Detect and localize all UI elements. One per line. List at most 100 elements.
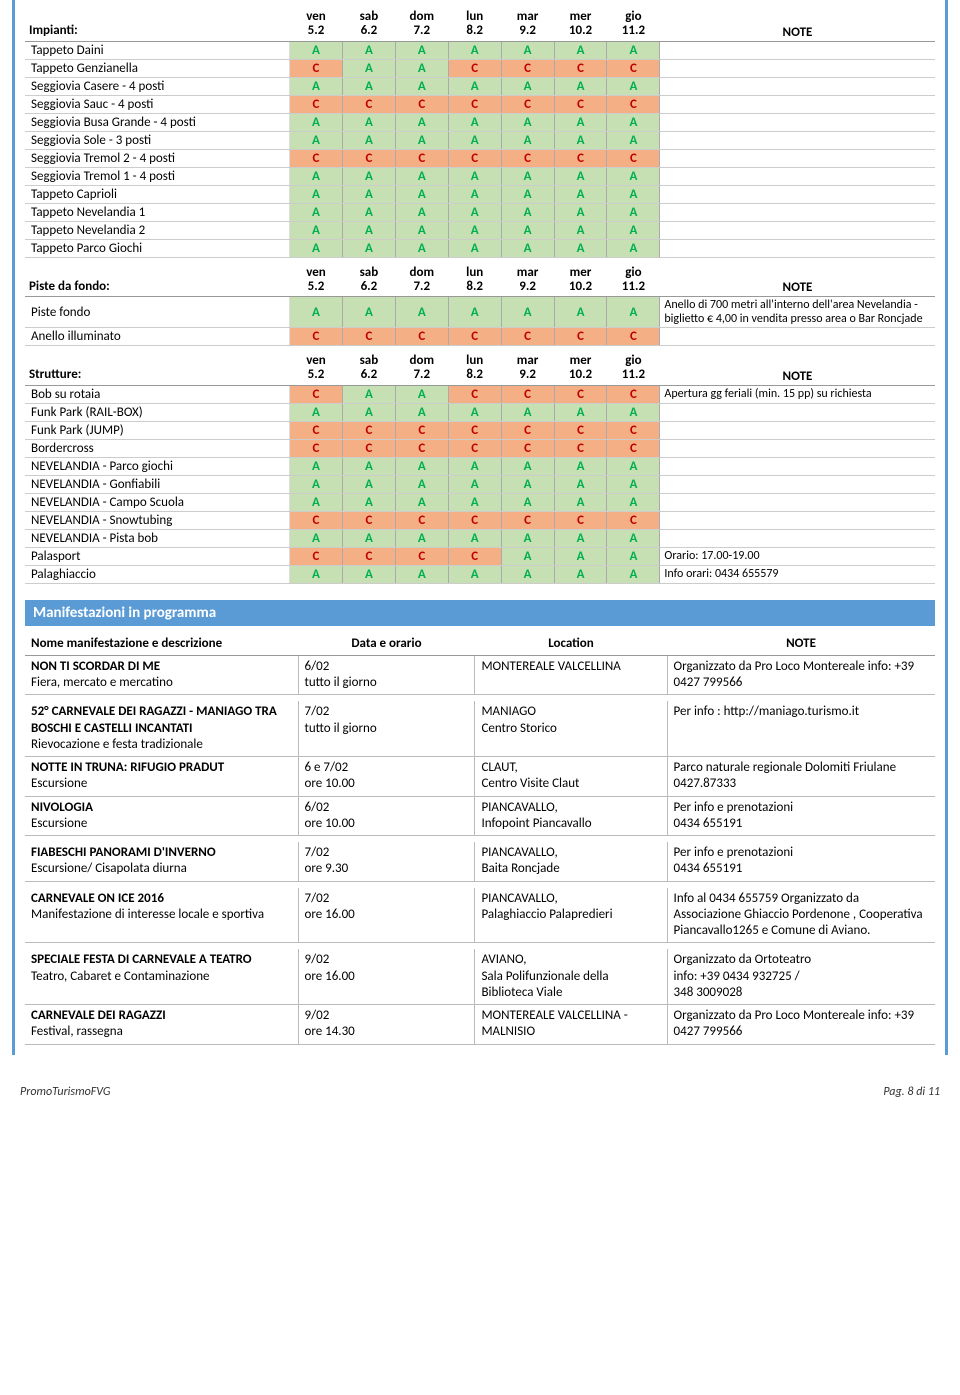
- status-cell: A: [501, 529, 554, 547]
- event-row: NOTTE IN TRUNA: RIFUGIO PRADUTEscursione…: [25, 757, 935, 797]
- status-cell: A: [554, 457, 607, 475]
- status-cell: A: [342, 403, 395, 421]
- event-note: Per info : http://maniago.turismo.it: [667, 701, 935, 756]
- event-note: Per info e prenotazioni0434 655191: [667, 796, 935, 836]
- event-date: 7/02ore 16.00: [298, 888, 475, 943]
- schedule-table: Piste da fondo:ven5.2sab6.2dom7.2lun8.2m…: [25, 264, 935, 347]
- status-cell: A: [501, 457, 554, 475]
- status-cell: C: [290, 547, 343, 565]
- status-cell: A: [501, 167, 554, 185]
- status-cell: C: [448, 59, 501, 77]
- event-date: 7/02tutto il giorno: [298, 701, 475, 756]
- status-cell: A: [395, 113, 448, 131]
- status-cell: A: [501, 475, 554, 493]
- schedule-table: Impianti:ven5.2sab6.2dom7.2lun8.2mar9.2m…: [25, 8, 935, 258]
- event-name: NIVOLOGIAEscursione: [25, 796, 298, 836]
- status-cell: A: [395, 221, 448, 239]
- status-cell: A: [554, 529, 607, 547]
- event-note: Organizzato da Ortoteatroinfo: +39 0434 …: [667, 949, 935, 1004]
- status-cell: A: [607, 529, 660, 547]
- status-cell: A: [342, 297, 395, 328]
- status-cell: A: [501, 41, 554, 59]
- row-name: Piste fondo: [25, 297, 290, 328]
- table-row: NEVELANDIA - Pista bobAAAAAAA: [25, 529, 935, 547]
- status-cell: A: [501, 113, 554, 131]
- table-row: Funk Park (JUMP)CCCCCCC: [25, 421, 935, 439]
- event-note: Organizzato da Pro Loco Montereale info:…: [667, 1005, 935, 1045]
- status-cell: A: [554, 203, 607, 221]
- row-name: Seggiovia Busa Grande - 4 posti: [25, 113, 290, 131]
- status-cell: A: [290, 297, 343, 328]
- row-name: Funk Park (JUMP): [25, 421, 290, 439]
- table-row: Seggiovia Sole - 3 postiAAAAAAA: [25, 131, 935, 149]
- event-row: CARNEVALE DEI RAGAZZIFestival, rassegna …: [25, 1005, 935, 1045]
- note-cell: [660, 41, 935, 59]
- status-cell: A: [395, 403, 448, 421]
- status-cell: A: [290, 493, 343, 511]
- status-cell: A: [554, 77, 607, 95]
- status-cell: A: [501, 203, 554, 221]
- schedule-table: Strutture:ven5.2sab6.2dom7.2lun8.2mar9.2…: [25, 352, 935, 584]
- table-row: Tappeto DainiAAAAAAA: [25, 41, 935, 59]
- table-row: Tappeto CaprioliAAAAAAA: [25, 185, 935, 203]
- status-cell: A: [448, 185, 501, 203]
- status-cell: C: [501, 511, 554, 529]
- status-cell: A: [607, 475, 660, 493]
- note-cell: [660, 59, 935, 77]
- row-name: Seggiovia Casere - 4 posti: [25, 77, 290, 95]
- status-cell: A: [501, 221, 554, 239]
- status-cell: A: [395, 565, 448, 583]
- note-cell: Info orari: 0434 655579: [660, 565, 935, 583]
- status-cell: C: [501, 439, 554, 457]
- table-row: Seggiovia Tremol 2 - 4 postiCCCCCCC: [25, 149, 935, 167]
- note-cell: [660, 457, 935, 475]
- status-cell: A: [395, 59, 448, 77]
- status-cell: A: [395, 493, 448, 511]
- status-cell: C: [290, 421, 343, 439]
- status-cell: A: [290, 167, 343, 185]
- note-cell: [660, 131, 935, 149]
- status-cell: A: [607, 113, 660, 131]
- status-cell: C: [554, 328, 607, 346]
- status-cell: C: [607, 511, 660, 529]
- table-row: Tappeto GenzianellaCAACCCC: [25, 59, 935, 77]
- status-cell: A: [342, 113, 395, 131]
- note-cell: [660, 185, 935, 203]
- event-location: CLAUT,Centro Visite Claut: [475, 757, 667, 797]
- event-name: NOTTE IN TRUNA: RIFUGIO PRADUTEscursione: [25, 757, 298, 797]
- status-cell: A: [342, 385, 395, 403]
- row-name: Seggiovia Tremol 2 - 4 posti: [25, 149, 290, 167]
- event-note: Per info e prenotazioni0434 655191: [667, 842, 935, 881]
- status-cell: A: [395, 185, 448, 203]
- status-cell: A: [448, 529, 501, 547]
- status-cell: C: [290, 328, 343, 346]
- status-cell: A: [448, 475, 501, 493]
- status-cell: C: [395, 421, 448, 439]
- status-cell: A: [342, 167, 395, 185]
- row-name: NEVELANDIA - Gonfiabili: [25, 475, 290, 493]
- status-cell: A: [607, 167, 660, 185]
- status-cell: C: [554, 59, 607, 77]
- status-cell: A: [290, 131, 343, 149]
- status-cell: C: [448, 511, 501, 529]
- status-cell: C: [395, 95, 448, 113]
- row-name: Tappeto Genzianella: [25, 59, 290, 77]
- status-cell: A: [554, 547, 607, 565]
- event-location: MONTEREALE VALCELLINA - MALNISIO: [475, 1005, 667, 1045]
- event-location: PIANCAVALLO,Baita Roncjade: [475, 842, 667, 881]
- status-cell: A: [607, 457, 660, 475]
- table-row: BordercrossCCCCCCC: [25, 439, 935, 457]
- status-cell: A: [448, 297, 501, 328]
- table-row: Bob su rotaiaCAACCCCApertura gg feriali …: [25, 385, 935, 403]
- note-cell: [660, 328, 935, 346]
- status-cell: A: [395, 41, 448, 59]
- row-name: Bordercross: [25, 439, 290, 457]
- table-row: Funk Park (RAIL-BOX)AAAAAAA: [25, 403, 935, 421]
- note-cell: [660, 403, 935, 421]
- row-name: NEVELANDIA - Snowtubing: [25, 511, 290, 529]
- status-cell: A: [342, 221, 395, 239]
- status-cell: A: [290, 457, 343, 475]
- event-row: CARNEVALE ON ICE 2016Manifestazione di i…: [25, 888, 935, 943]
- note-cell: [660, 113, 935, 131]
- status-cell: A: [342, 131, 395, 149]
